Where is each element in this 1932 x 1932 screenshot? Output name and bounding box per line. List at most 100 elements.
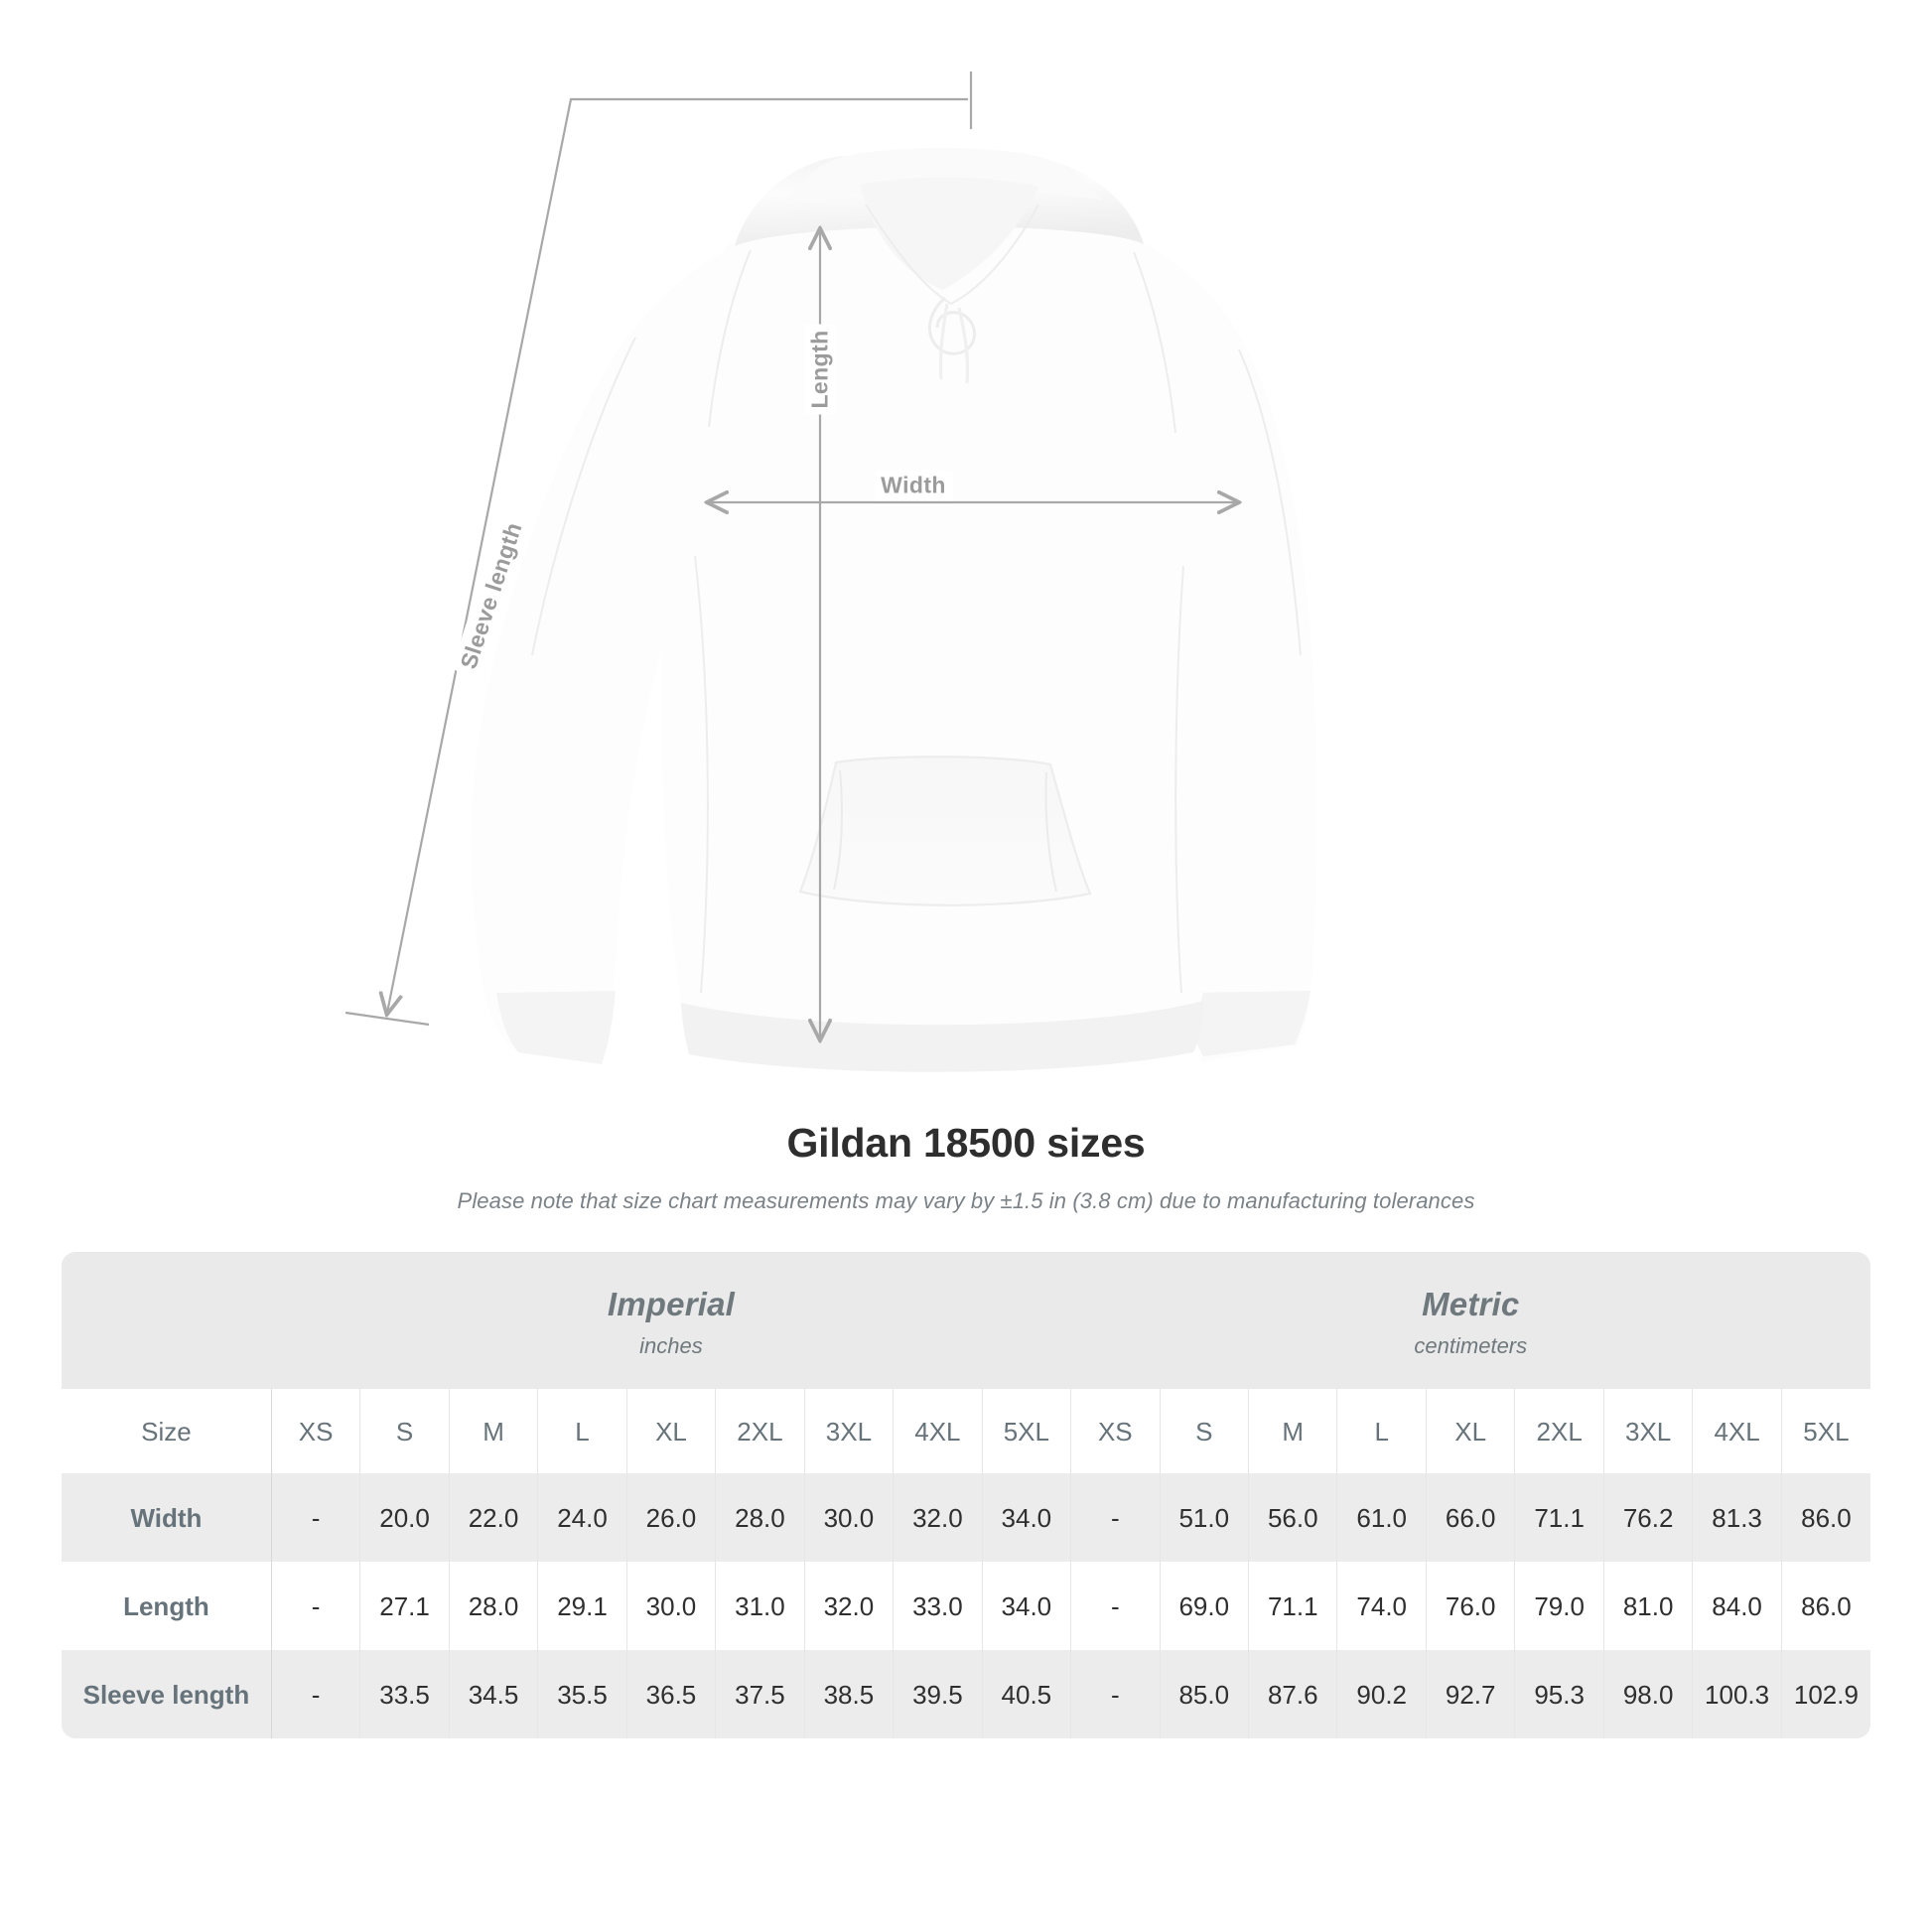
cell-length-imperial-5xl: 34.0 xyxy=(982,1562,1072,1650)
cell-length-imperial-xl: 30.0 xyxy=(626,1562,717,1650)
title-block: Gildan 18500 sizes Please note that size… xyxy=(0,1120,1932,1214)
row-label-length: Length xyxy=(62,1562,272,1650)
cell-width-imperial-l: 24.0 xyxy=(537,1473,627,1562)
size-header-metric-xs: XS xyxy=(1070,1389,1161,1473)
size-header-metric-s: S xyxy=(1160,1389,1250,1473)
size-header-metric-2xl: 2XL xyxy=(1514,1389,1604,1473)
cell-length-imperial-2xl: 31.0 xyxy=(715,1562,805,1650)
size-header-imperial-4xl: 4XL xyxy=(893,1389,983,1473)
cell-length-metric-2xl: 79.0 xyxy=(1514,1562,1604,1650)
cell-sleeve-metric-l: 90.2 xyxy=(1336,1650,1427,1738)
table-row: Width - 20.0 22.0 24.0 26.0 28.0 30.0 32… xyxy=(62,1473,1870,1562)
width-label: Width xyxy=(875,470,952,501)
size-header-imperial-5xl: 5XL xyxy=(982,1389,1072,1473)
row-label-sleeve-length: Sleeve length xyxy=(62,1650,272,1738)
cell-width-imperial-xl: 26.0 xyxy=(626,1473,717,1562)
size-header-metric-3xl: 3XL xyxy=(1603,1389,1694,1473)
cell-width-metric-3xl: 76.2 xyxy=(1603,1473,1694,1562)
cell-length-imperial-3xl: 32.0 xyxy=(804,1562,895,1650)
cell-width-metric-5xl: 86.0 xyxy=(1781,1473,1870,1562)
cell-sleeve-metric-3xl: 98.0 xyxy=(1603,1650,1694,1738)
cell-sleeve-imperial-5xl: 40.5 xyxy=(982,1650,1072,1738)
cell-sleeve-imperial-l: 35.5 xyxy=(537,1650,627,1738)
garment-diagram: Length Width Sleeve length xyxy=(345,71,1311,1072)
cell-length-imperial-xs: - xyxy=(271,1562,361,1650)
size-table-wrapper: Imperial inches Metric centimeters Size … xyxy=(62,1252,1870,1738)
size-header-imperial-m: M xyxy=(449,1389,539,1473)
size-header-imperial-xl: XL xyxy=(626,1389,717,1473)
cell-sleeve-metric-2xl: 95.3 xyxy=(1514,1650,1604,1738)
table-row: Sleeve length - 33.5 34.5 35.5 36.5 37.5… xyxy=(62,1650,1870,1738)
cell-sleeve-metric-5xl: 102.9 xyxy=(1781,1650,1870,1738)
size-header-metric-4xl: 4XL xyxy=(1692,1389,1782,1473)
cell-length-metric-5xl: 86.0 xyxy=(1781,1562,1870,1650)
unit-group-metric-name: Metric xyxy=(1422,1286,1520,1322)
unit-group-header-row: Imperial inches Metric centimeters xyxy=(62,1252,1870,1389)
cell-length-imperial-s: 27.1 xyxy=(359,1562,450,1650)
cell-length-metric-4xl: 84.0 xyxy=(1692,1562,1782,1650)
size-header-imperial-2xl: 2XL xyxy=(715,1389,805,1473)
cell-sleeve-imperial-s: 33.5 xyxy=(359,1650,450,1738)
size-header-imperial-l: L xyxy=(537,1389,627,1473)
cell-sleeve-metric-m: 87.6 xyxy=(1248,1650,1338,1738)
cell-sleeve-metric-4xl: 100.3 xyxy=(1692,1650,1782,1738)
cell-width-imperial-xs: - xyxy=(271,1473,361,1562)
cell-length-metric-3xl: 81.0 xyxy=(1603,1562,1694,1650)
cell-width-imperial-2xl: 28.0 xyxy=(715,1473,805,1562)
cell-sleeve-imperial-2xl: 37.5 xyxy=(715,1650,805,1738)
cell-width-metric-4xl: 81.3 xyxy=(1692,1473,1782,1562)
size-header-imperial-3xl: 3XL xyxy=(804,1389,895,1473)
page-title: Gildan 18500 sizes xyxy=(786,1120,1146,1166)
cell-sleeve-metric-s: 85.0 xyxy=(1160,1650,1250,1738)
unit-header-spacer xyxy=(62,1252,272,1389)
size-header-imperial-s: S xyxy=(359,1389,450,1473)
cell-width-imperial-s: 20.0 xyxy=(359,1473,450,1562)
cell-sleeve-imperial-xl: 36.5 xyxy=(626,1650,717,1738)
hoodie-illustration xyxy=(345,71,1311,1072)
table-row: Length - 27.1 28.0 29.1 30.0 31.0 32.0 3… xyxy=(62,1562,1870,1650)
cell-sleeve-metric-xs: - xyxy=(1070,1650,1161,1738)
unit-group-metric: Metric centimeters xyxy=(1070,1252,1870,1389)
cell-length-metric-s: 69.0 xyxy=(1160,1562,1250,1650)
cell-sleeve-imperial-3xl: 38.5 xyxy=(804,1650,895,1738)
cell-width-imperial-4xl: 32.0 xyxy=(893,1473,983,1562)
size-header-metric-xl: XL xyxy=(1426,1389,1516,1473)
sleeve-bottom-tick xyxy=(345,1011,430,1027)
unit-group-imperial-name: Imperial xyxy=(607,1286,736,1322)
size-header-row: Size XS S M L XL 2XL 3XL 4XL 5XL XS S M … xyxy=(62,1389,1870,1473)
cell-width-metric-l: 61.0 xyxy=(1336,1473,1427,1562)
cell-sleeve-metric-xl: 92.7 xyxy=(1426,1650,1516,1738)
length-label: Length xyxy=(804,324,836,415)
cell-length-metric-xs: - xyxy=(1070,1562,1161,1650)
cell-width-metric-xl: 66.0 xyxy=(1426,1473,1516,1562)
unit-group-imperial: Imperial inches xyxy=(271,1252,1071,1389)
cell-sleeve-imperial-4xl: 39.5 xyxy=(893,1650,983,1738)
row-label-width: Width xyxy=(62,1473,272,1562)
cell-sleeve-imperial-xs: - xyxy=(271,1650,361,1738)
cell-length-imperial-l: 29.1 xyxy=(537,1562,627,1650)
cell-length-metric-m: 71.1 xyxy=(1248,1562,1338,1650)
cell-width-imperial-3xl: 30.0 xyxy=(804,1473,895,1562)
cell-width-imperial-m: 22.0 xyxy=(449,1473,539,1562)
size-header-metric-m: M xyxy=(1248,1389,1338,1473)
cell-length-metric-l: 74.0 xyxy=(1336,1562,1427,1650)
size-table: Imperial inches Metric centimeters Size … xyxy=(62,1252,1870,1738)
unit-group-metric-sub: centimeters xyxy=(1414,1333,1528,1358)
size-header-metric-5xl: 5XL xyxy=(1781,1389,1870,1473)
cell-width-metric-xs: - xyxy=(1070,1473,1161,1562)
size-header-metric-l: L xyxy=(1336,1389,1427,1473)
tolerance-note: Please note that size chart measurements… xyxy=(457,1188,1475,1213)
cell-width-metric-2xl: 71.1 xyxy=(1514,1473,1604,1562)
cell-width-metric-s: 51.0 xyxy=(1160,1473,1250,1562)
size-header-imperial-xs: XS xyxy=(271,1389,361,1473)
size-header-label: Size xyxy=(62,1389,272,1473)
cell-length-metric-xl: 76.0 xyxy=(1426,1562,1516,1650)
cell-sleeve-imperial-m: 34.5 xyxy=(449,1650,539,1738)
unit-group-imperial-sub: inches xyxy=(639,1333,703,1358)
sleeve-length-dimension-line xyxy=(387,97,968,1013)
cell-width-metric-m: 56.0 xyxy=(1248,1473,1338,1562)
cell-width-imperial-5xl: 34.0 xyxy=(982,1473,1072,1562)
cell-length-imperial-m: 28.0 xyxy=(449,1562,539,1650)
cell-length-imperial-4xl: 33.0 xyxy=(893,1562,983,1650)
